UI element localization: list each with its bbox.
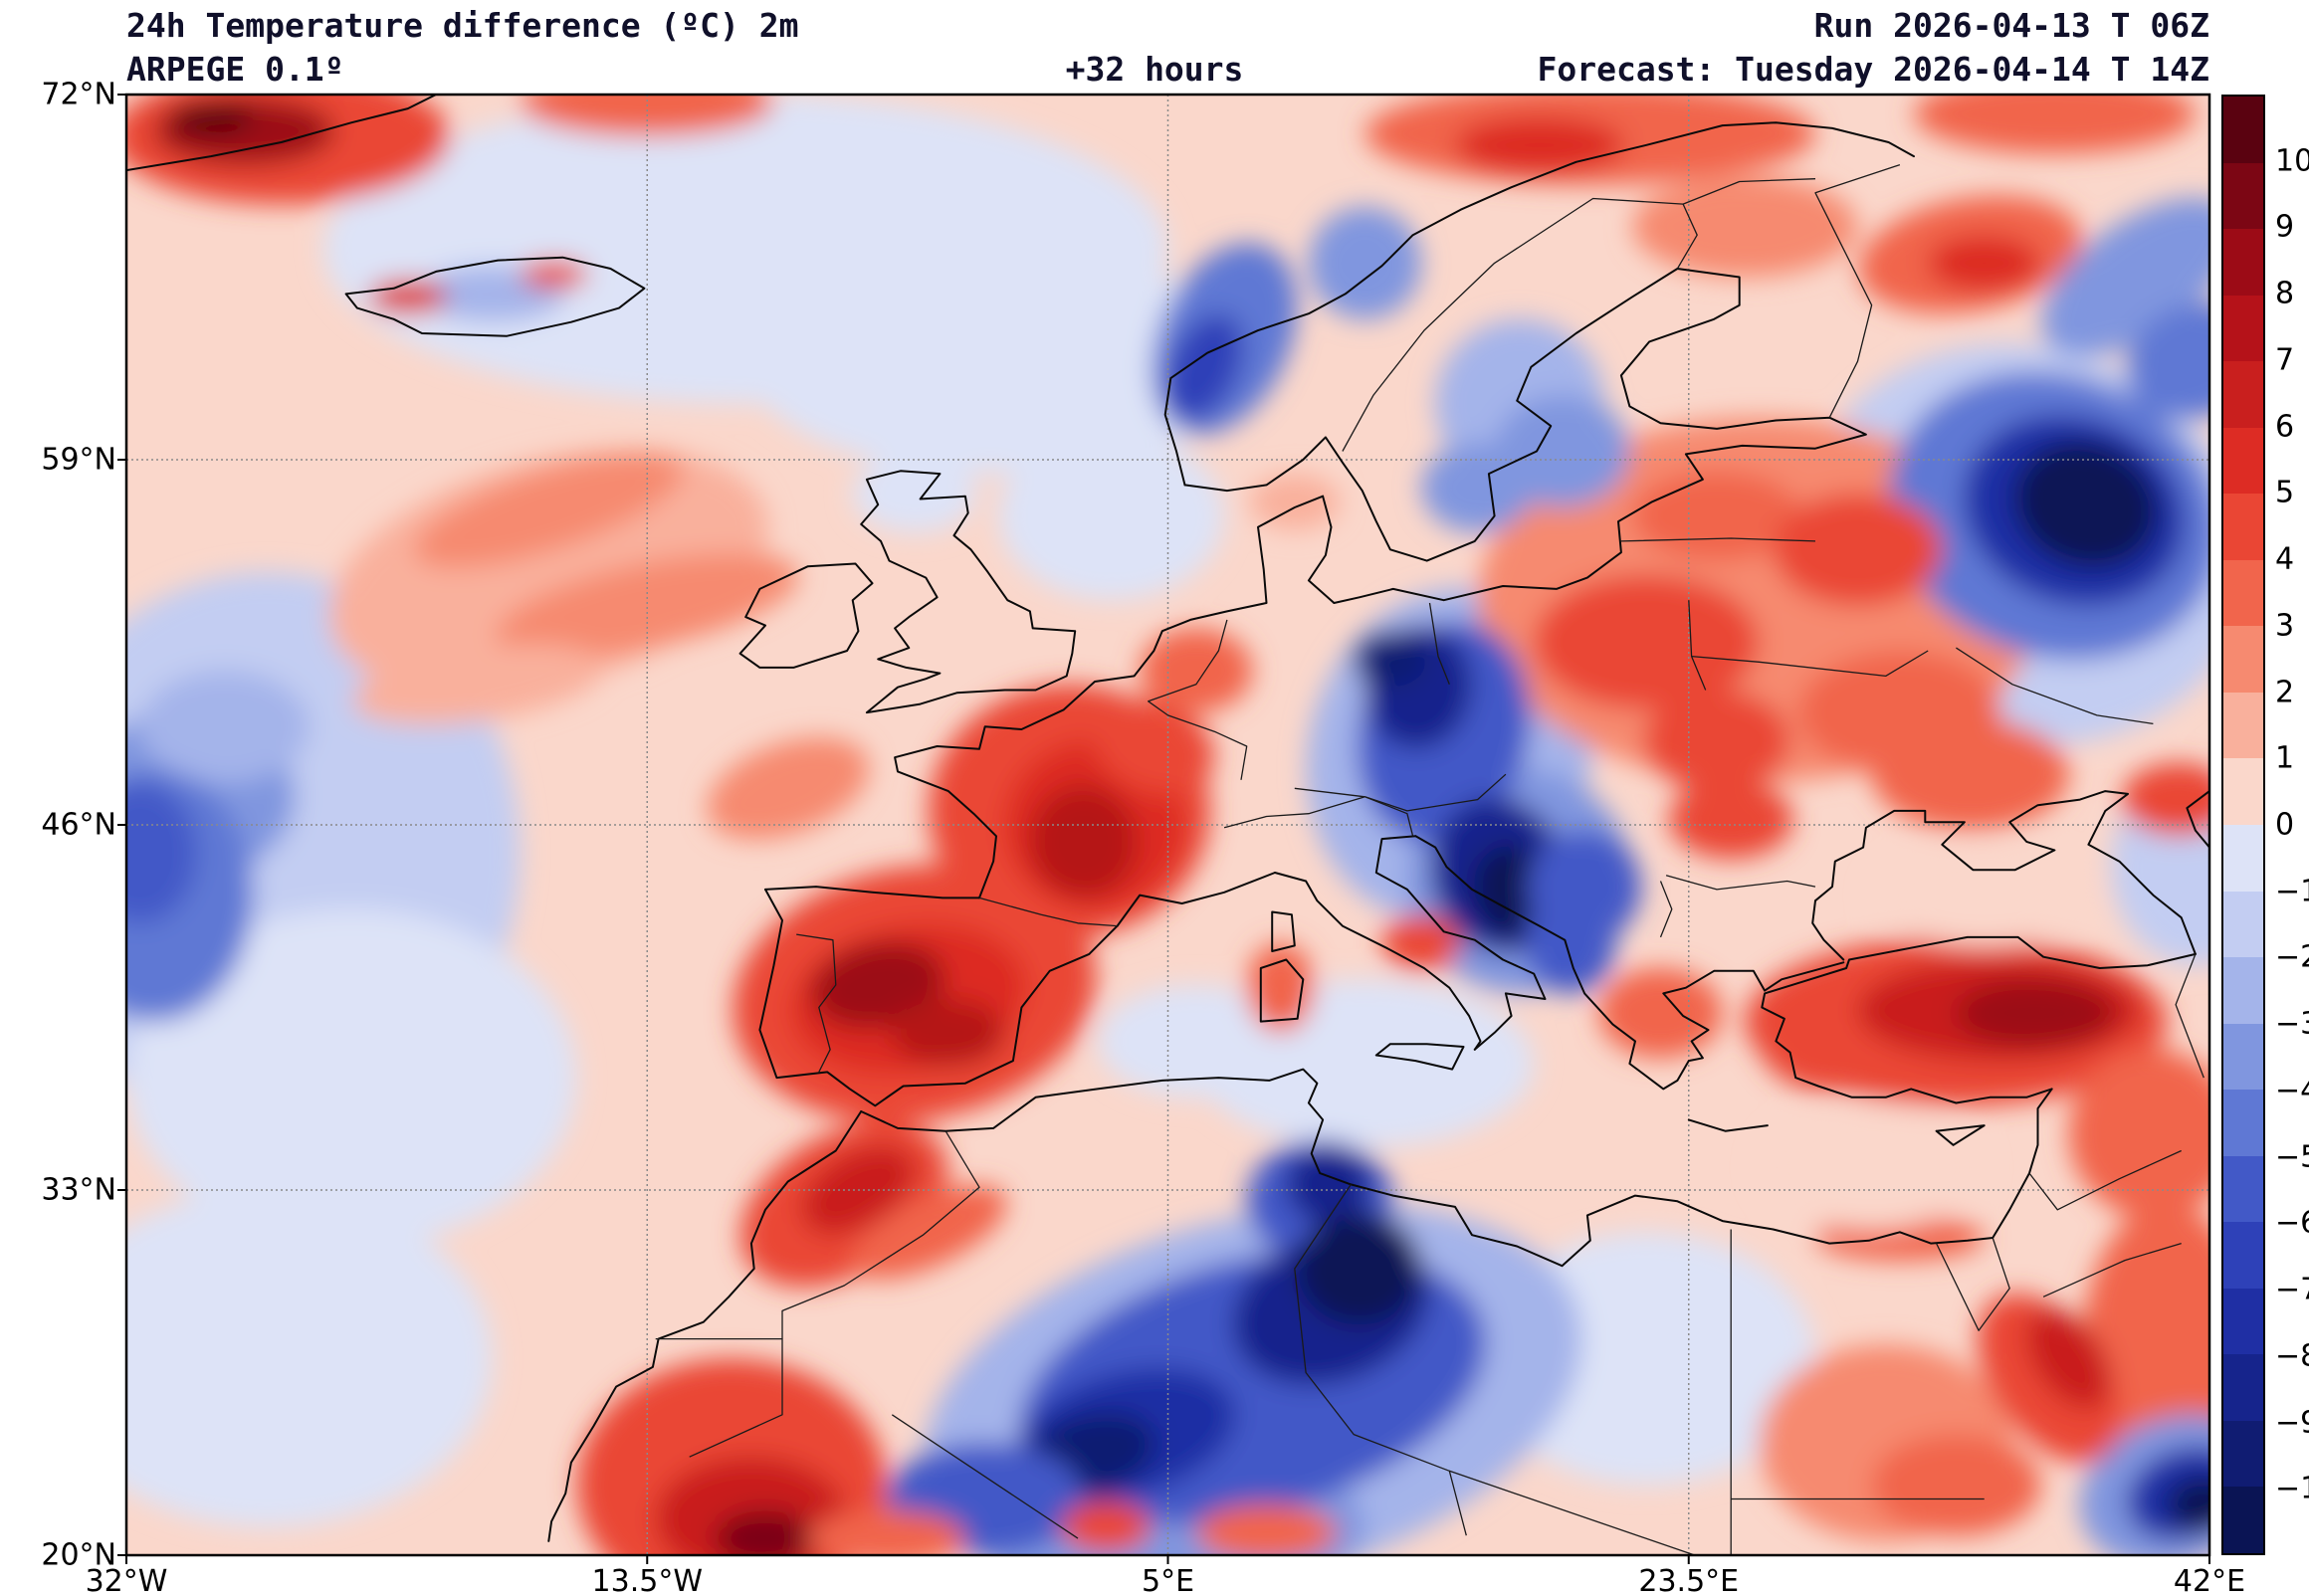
colorbar-tick-label: 9 [2275, 209, 2295, 245]
colorbar-tick-label: −3 [2275, 1006, 2309, 1042]
colorbar-segment [2223, 957, 2263, 1024]
colorbar-tick-label: −7 [2275, 1272, 2309, 1307]
colorbar-segment [2223, 97, 2263, 163]
colorbar-tick-label: −9 [2275, 1405, 2309, 1441]
colorbar-segment [2223, 1288, 2263, 1355]
colorbar-segment [2223, 361, 2263, 428]
colorbar-tick-label: −5 [2275, 1139, 2309, 1175]
colorbar-segment [2223, 1420, 2263, 1488]
colorbar-segment [2223, 1487, 2263, 1554]
temperature-field-map [117, 93, 2211, 1564]
colorbar [2221, 95, 2265, 1555]
lat-tick-label: 72°N [41, 77, 116, 112]
colorbar-tick-label: −2 [2275, 939, 2309, 975]
colorbar-segment [2223, 229, 2263, 296]
colorbar-segment [2223, 758, 2263, 826]
colorbar-segment [2223, 692, 2263, 759]
map-plot-area [117, 93, 2211, 1564]
colorbar-tick-label: −4 [2275, 1073, 2309, 1108]
colorbar-tick-label: 8 [2275, 276, 2295, 311]
colorbar-segment [2223, 427, 2263, 495]
chart-title: 24h Temperature difference (ºC) 2m [126, 6, 799, 45]
colorbar-segment [2223, 162, 2263, 230]
colorbar-tick-label: −6 [2275, 1205, 2309, 1241]
colorbar-tick-label: 4 [2275, 541, 2295, 577]
colorbar-segment [2223, 559, 2263, 627]
colorbar-segment [2223, 1354, 2263, 1421]
colorbar-tick-label: 7 [2275, 342, 2295, 378]
lon-tick-label: 32°W [85, 1564, 168, 1596]
forecast-valid-label: Forecast: Tuesday 2026-04-14 T 14Z [1537, 50, 2209, 89]
colorbar-segment [2223, 825, 2263, 892]
colorbar-tick-label: 5 [2275, 475, 2295, 510]
colorbar-tick-label: 2 [2275, 675, 2295, 710]
colorbar-segment [2223, 295, 2263, 362]
colorbar-segment [2223, 1023, 2263, 1091]
lat-tick-label: 59°N [41, 442, 116, 478]
colorbar-segment [2223, 626, 2263, 693]
lat-tick-label: 20°N [41, 1537, 116, 1573]
colorbar-tick-label: 1 [2275, 740, 2295, 776]
colorbar-segment [2223, 1090, 2263, 1156]
colorbar-segment [2223, 494, 2263, 560]
lead-time-label: +32 hours [1065, 50, 1244, 89]
colorbar-tick-label: 6 [2275, 409, 2295, 445]
colorbar-tick-label: 10 [2275, 143, 2309, 179]
lon-tick-label: 13.5°W [591, 1564, 703, 1596]
run-timestamp-label: Run 2026-04-13 T 06Z [1813, 6, 2209, 45]
colorbar-segment [2223, 891, 2263, 958]
colorbar-tick-label: −8 [2275, 1338, 2309, 1374]
lon-tick-label: 5°E [1141, 1564, 1195, 1596]
lon-tick-label: 23.5°E [1638, 1564, 1740, 1596]
colorbar-segment [2223, 1222, 2263, 1289]
colorbar-tick-label: 3 [2275, 608, 2295, 644]
colorbar-tick-label: −10 [2275, 1471, 2309, 1506]
model-resolution-label: ARPEGE 0.1º [126, 50, 344, 89]
lat-tick-label: 33°N [41, 1172, 116, 1208]
lon-tick-label: 42°E [2173, 1564, 2246, 1596]
colorbar-tick-label: −1 [2275, 874, 2309, 909]
colorbar-tick-label: 0 [2275, 807, 2295, 843]
colorbar-segment [2223, 1155, 2263, 1223]
lat-tick-label: 46°N [41, 807, 116, 843]
